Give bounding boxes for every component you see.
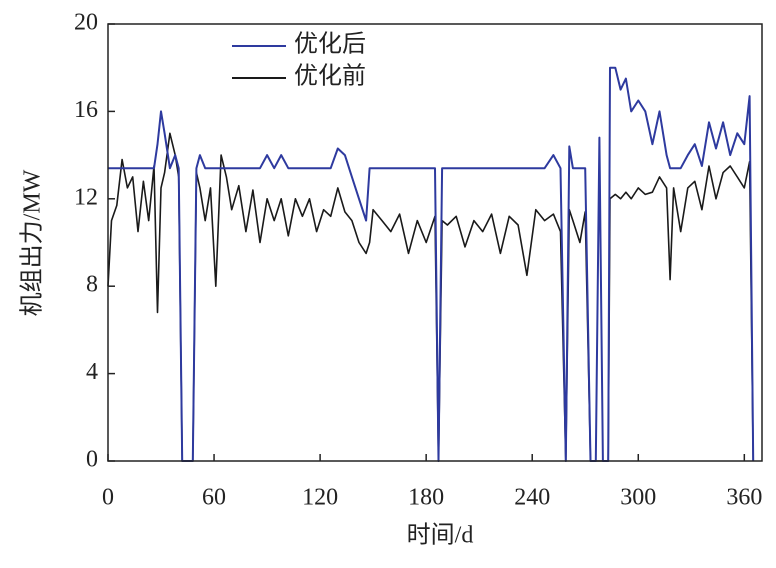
- y-tick-label: 8: [86, 272, 98, 298]
- x-tick-label: 120: [302, 485, 338, 511]
- y-tick-label: 16: [74, 97, 98, 123]
- x-tick-label: 300: [620, 485, 656, 511]
- x-tick-label: 0: [102, 485, 114, 511]
- x-tick-label: 240: [514, 485, 550, 511]
- series-line: [108, 66, 755, 462]
- y-axis-label: 机组出力/MW: [19, 169, 46, 316]
- y-tick-label: 0: [86, 447, 98, 473]
- series-line: [107, 132, 754, 462]
- y-tick-label: 12: [74, 184, 98, 210]
- x-tick-label: 360: [726, 485, 762, 511]
- legend-label: 优化后: [294, 31, 366, 58]
- legend-label: 优化前: [294, 63, 366, 90]
- x-tick-label: 180: [408, 485, 444, 511]
- x-tick-label: 60: [202, 485, 226, 511]
- y-tick-label: 20: [74, 10, 98, 36]
- y-tick-label: 4: [86, 359, 98, 385]
- x-axis-label: 时间/d: [407, 522, 474, 549]
- plot-frame: [107, 23, 763, 462]
